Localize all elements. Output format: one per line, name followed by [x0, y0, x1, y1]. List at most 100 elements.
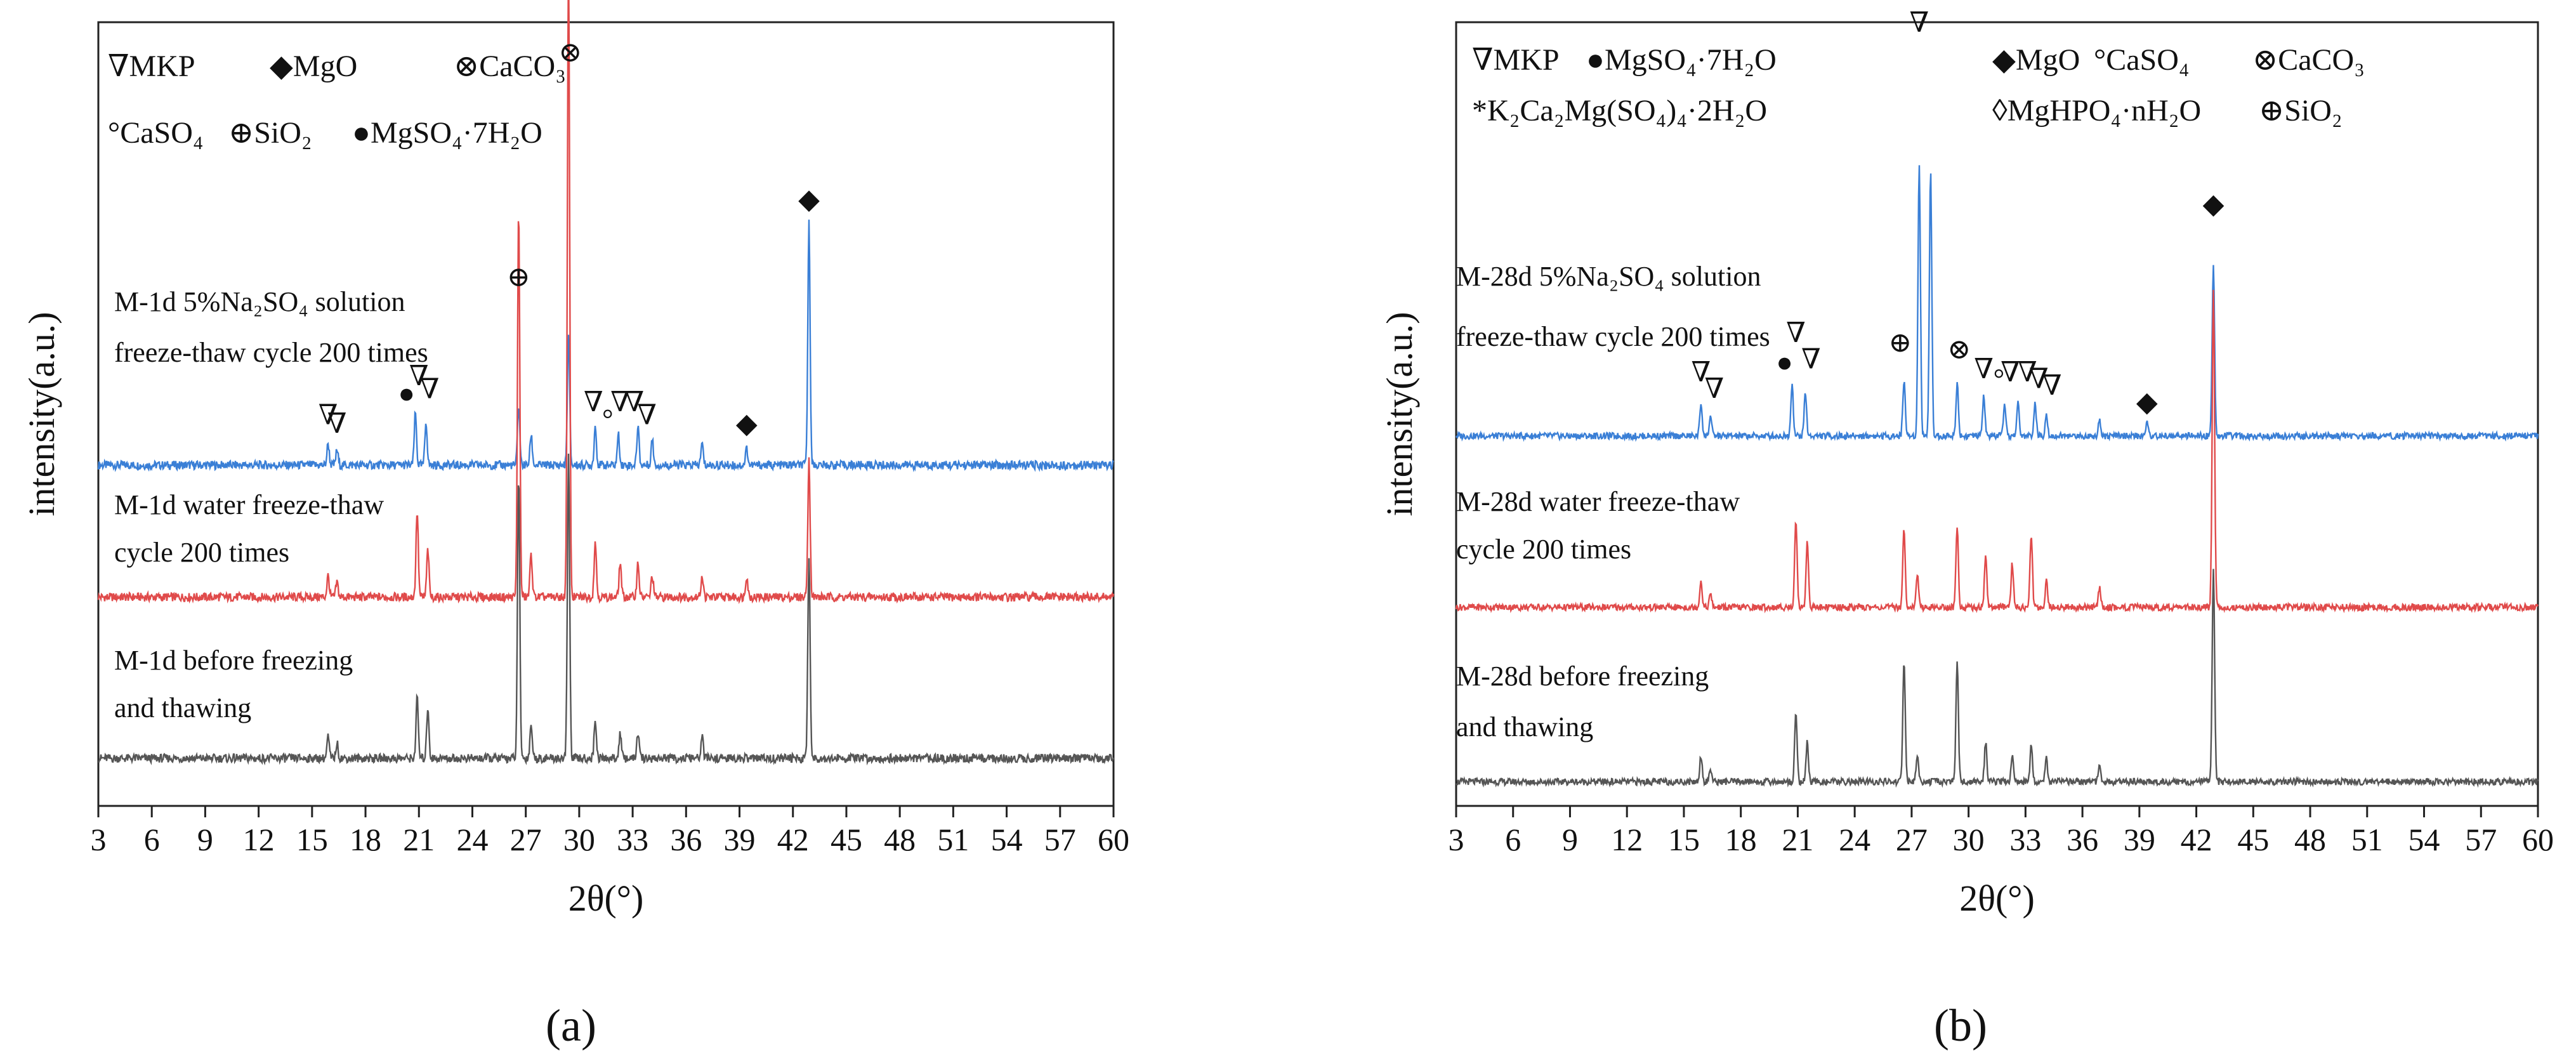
- legend-entry: ◊MgHPO₄·nH₂O: [1992, 94, 2201, 128]
- x-tick-label: 27: [510, 822, 542, 857]
- peak-marker: ∇: [2001, 357, 2020, 388]
- legend-entry: ●MgSO₄·7H₂O: [352, 116, 542, 150]
- panel-label: (a): [546, 1000, 596, 1051]
- series-label: cycle 200 times: [1456, 534, 1631, 565]
- peak-marker: ◆: [2136, 386, 2158, 418]
- legend-entry: ⊕SiO₂: [228, 116, 312, 150]
- peak-marker: ◆: [2203, 188, 2224, 220]
- x-axis-label: 2θ(°): [1959, 878, 2035, 919]
- peak-marker: ∇: [2018, 357, 2037, 388]
- panel-a: 3 6 9 12 15 18 21 24 27 30 33 36 39 42 45 48 51 54 57 602θ(…: [21, 0, 1129, 1051]
- peak-marker: °: [602, 404, 614, 435]
- legend-entry: ◆MgO: [270, 49, 357, 83]
- peak-marker: ∇: [584, 386, 603, 418]
- x-tick-label: 15: [296, 822, 328, 857]
- legend-entry: ∇MKP: [108, 49, 195, 83]
- x-tick-label: 39: [2124, 822, 2155, 857]
- x-tick-label: 18: [1725, 822, 1757, 857]
- legend-entry: *K₂Ca₂Mg(SO₄)₄·2H₂O: [1472, 94, 1767, 128]
- x-tick-label: 45: [831, 822, 862, 857]
- peak-marker: ∇: [409, 360, 429, 392]
- x-tick-label: 33: [617, 822, 648, 857]
- x-tick-label: 15: [1668, 822, 1700, 857]
- panel-label: (b): [1934, 1000, 1987, 1051]
- peak-marker: ●: [1776, 347, 1793, 378]
- series-label: M-28d water freeze-thaw: [1456, 486, 1740, 517]
- y-axis-label: intensity(a.u.): [1379, 312, 1420, 516]
- peak-marker: ∇: [1909, 7, 1929, 38]
- x-tick-label: 9: [1562, 822, 1578, 857]
- x-tick-label: 33: [2009, 822, 2041, 857]
- x-tick-label: 30: [563, 822, 595, 857]
- peak-marker: ∇: [1692, 357, 1711, 388]
- x-tick-label: 39: [724, 822, 756, 857]
- x-tick-label: 24: [456, 822, 488, 857]
- peak-marker: ∇: [2042, 370, 2062, 401]
- peak-marker: ⊕: [1889, 327, 1912, 358]
- x-tick-label: 6: [1505, 822, 1521, 857]
- x-tick-label: 18: [350, 822, 381, 857]
- series-label: cycle 200 times: [114, 537, 289, 568]
- peak-marker: ◆: [798, 183, 820, 214]
- x-tick-label: 3: [1449, 822, 1464, 857]
- series-label: freeze-thaw cycle 200 times: [114, 337, 428, 368]
- x-tick-label: 27: [1896, 822, 1928, 857]
- series-label: M-1d water freeze-thaw: [114, 489, 384, 520]
- peak-marker: ∇: [2029, 364, 2049, 395]
- y-axis-label: intensity(a.u.): [21, 312, 62, 516]
- peak-marker: ∇: [420, 374, 440, 405]
- x-tick-label: 36: [2067, 822, 2098, 857]
- x-tick-label: 54: [991, 822, 1023, 857]
- plot-frame: [97, 21, 1115, 807]
- x-tick-label: 12: [243, 822, 275, 857]
- peak-marker: ◆: [736, 408, 758, 439]
- peak-marker: ∇: [1786, 317, 1806, 348]
- series-line: [97, 0, 1115, 605]
- peak-marker: ●: [398, 378, 415, 409]
- x-tick-label: 9: [197, 822, 213, 857]
- peak-marker: ⊗: [558, 37, 582, 68]
- x-tick-label: 60: [2522, 822, 2554, 857]
- legend-entry: ⊕SiO₂: [2259, 94, 2343, 128]
- peak-marker: ∇: [610, 386, 630, 418]
- peak-marker: ⊗: [1947, 334, 1971, 365]
- peak-marker: ∇: [327, 408, 347, 439]
- series-label: freeze-thaw cycle 200 times: [1456, 321, 1770, 352]
- peak-marker: *: [1924, 0, 1938, 8]
- legend-entry: ∇MKP: [1472, 43, 1560, 77]
- x-tick-label: 42: [2181, 822, 2212, 857]
- series-label: M-28d before freezing: [1456, 661, 1709, 692]
- x-tick-label: 42: [777, 822, 809, 857]
- series-label: and thawing: [114, 692, 251, 723]
- peak-marker: ∇: [1704, 373, 1724, 404]
- panel-b: 3 6 9 12 15 18 21 24 27 30 33 36 39 42 45 48 51 54 57 602θ(…: [1379, 0, 2554, 1051]
- peak-marker: °: [1994, 364, 2005, 395]
- series-line: [1456, 165, 2539, 442]
- peak-marker: ∇: [625, 386, 645, 418]
- peak-marker: ∇: [1974, 353, 1994, 385]
- x-tick-label: 45: [2237, 822, 2269, 857]
- peak-marker: ∇: [1801, 343, 1821, 374]
- x-tick-label: 12: [1611, 822, 1643, 857]
- x-axis-label: 2θ(°): [568, 878, 644, 919]
- series-label: M-1d 5%Na₂SO₄ solution: [114, 286, 405, 317]
- series-line: [1455, 289, 2539, 614]
- x-tick-label: 57: [1044, 822, 1076, 857]
- x-tick-label: 21: [403, 822, 435, 857]
- legend-entry: ⊗CaCO₃: [454, 49, 566, 83]
- series-line: [98, 453, 1115, 766]
- series-label: M-1d before freezing: [114, 645, 353, 676]
- legend-entry: ⊗CaCO₃: [2252, 43, 2365, 77]
- x-tick-label: 51: [937, 822, 969, 857]
- plot-frame: [1455, 21, 2539, 807]
- series-line: [1456, 569, 2539, 788]
- series-label: M-28d 5%Na₂SO₄ solution: [1456, 261, 1761, 292]
- peak-marker: ⊕: [507, 261, 530, 293]
- x-tick-label: 51: [2351, 822, 2383, 857]
- series-label: and thawing: [1456, 711, 1593, 742]
- x-tick-label: 60: [1098, 822, 1129, 857]
- x-tick-label: 24: [1839, 822, 1870, 857]
- peak-marker: ∇: [319, 399, 338, 430]
- x-tick-label: 3: [91, 822, 107, 857]
